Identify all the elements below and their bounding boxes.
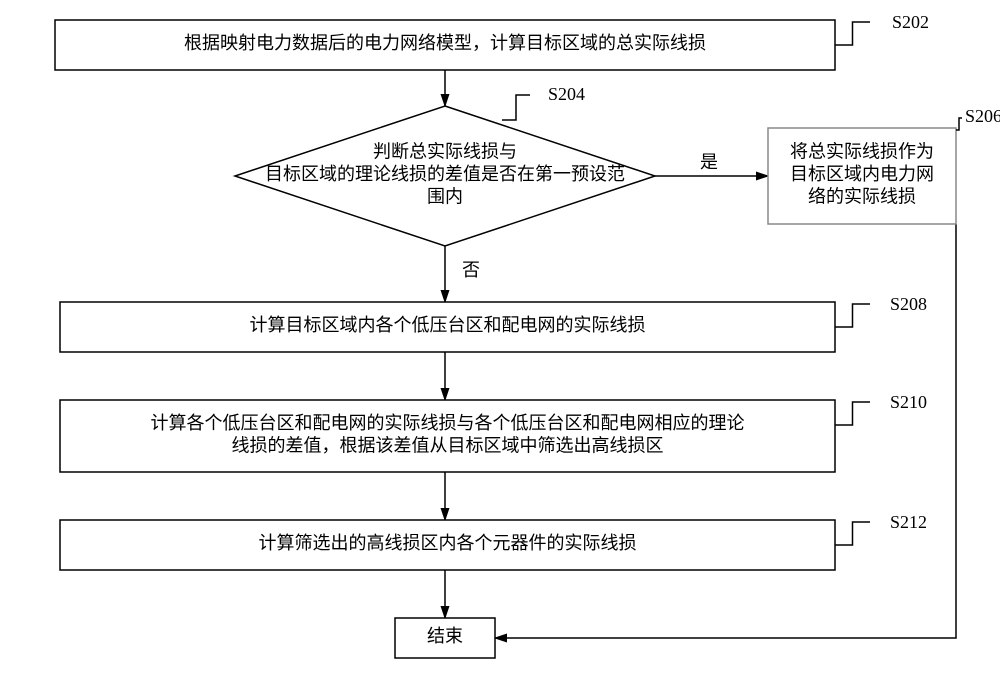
node-s210: 计算各个低压台区和配电网的实际线损与各个低压台区和配电网相应的理论线损的差值，根… bbox=[60, 392, 927, 472]
node-text: 计算各个低压台区和配电网的实际线损与各个低压台区和配电网相应的理论 bbox=[151, 413, 745, 433]
flowchart-canvas: 是否 根据映射电力数据后的电力网络模型，计算目标区域的总实际线损 S202 判断总实际… bbox=[0, 0, 1000, 673]
node-text: 络的实际线损 bbox=[808, 187, 916, 207]
node-end: 结束 bbox=[395, 618, 495, 658]
step-label: S202 bbox=[892, 12, 929, 32]
nodes-group: 根据映射电力数据后的电力网络模型，计算目标区域的总实际线损 S202 判断总实际线损… bbox=[55, 12, 1000, 658]
label-connector bbox=[835, 22, 870, 45]
step-label: S208 bbox=[890, 294, 927, 314]
node-text: 根据映射电力数据后的电力网络模型，计算目标区域的总实际线损 bbox=[184, 33, 706, 53]
step-label: S210 bbox=[890, 392, 927, 412]
node-text: 目标区域内电力网 bbox=[790, 164, 934, 184]
node-text: 判断总实际线损与 bbox=[373, 142, 517, 162]
step-label: S206 bbox=[965, 106, 1000, 126]
label-connector bbox=[835, 402, 870, 425]
label-connector bbox=[502, 95, 530, 120]
label-connector bbox=[835, 304, 870, 327]
node-text: 结束 bbox=[427, 626, 463, 646]
label-connector bbox=[956, 118, 962, 130]
node-s212: 计算筛选出的高线损区内各个元器件的实际线损 S212 bbox=[60, 512, 927, 570]
node-s206: 将总实际线损作为目标区域内电力网络的实际线损 S206 bbox=[768, 106, 1000, 224]
node-text: 围内 bbox=[427, 187, 463, 207]
node-text: 将总实际线损作为 bbox=[790, 142, 934, 162]
node-s204: 判断总实际线损与目标区域的理论线损的差值是否在第一预设范围内 S204 bbox=[235, 84, 655, 246]
node-s202: 根据映射电力数据后的电力网络模型，计算目标区域的总实际线损 S202 bbox=[55, 12, 929, 70]
edge-label: 否 bbox=[462, 260, 480, 280]
node-text: 目标区域的理论线损的差值是否在第一预设范 bbox=[265, 164, 625, 184]
node-s208: 计算目标区域内各个低压台区和配电网的实际线损 S208 bbox=[60, 294, 927, 352]
edge-label: 是 bbox=[700, 152, 718, 172]
node-text: 计算筛选出的高线损区内各个元器件的实际线损 bbox=[259, 533, 637, 553]
step-label: S204 bbox=[548, 84, 585, 104]
step-label: S212 bbox=[890, 512, 927, 532]
label-connector bbox=[835, 522, 870, 545]
node-text: 线损的差值，根据该差值从目标区域中筛选出高线损区 bbox=[232, 435, 664, 455]
node-text: 计算目标区域内各个低压台区和配电网的实际线损 bbox=[250, 315, 646, 335]
